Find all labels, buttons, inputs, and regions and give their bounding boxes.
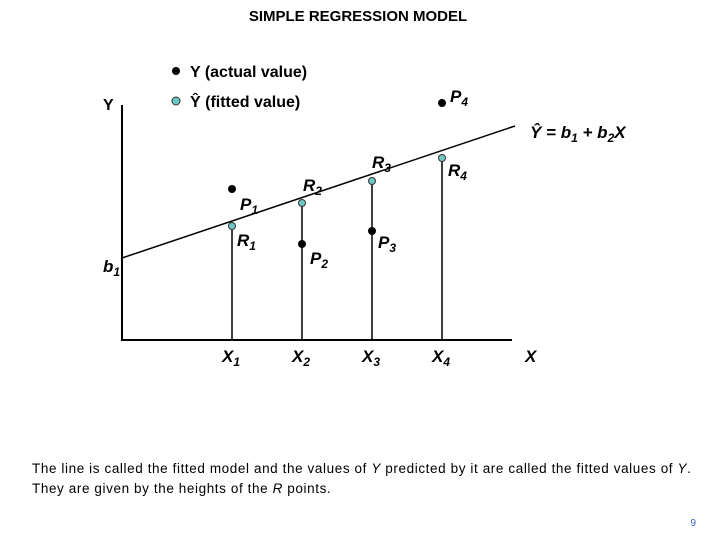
actual-label: P1 xyxy=(240,195,258,217)
actual-label: P2 xyxy=(310,249,328,271)
fitted-label-sub: 4 xyxy=(459,169,467,183)
fitted-line xyxy=(121,125,516,259)
intercept-label: b1 xyxy=(103,257,120,279)
equation: Ŷ = b1 + b2X xyxy=(530,123,627,145)
x-tick-label-base: X xyxy=(221,347,235,366)
fitted-label: R4 xyxy=(448,161,467,183)
legend-fitted-dot xyxy=(171,96,181,106)
legend-actual-dot xyxy=(172,67,180,75)
fitted-point xyxy=(368,177,376,185)
fitted-label: R1 xyxy=(237,231,256,253)
x-tick-label: X4 xyxy=(431,347,450,369)
diagram: SIMPLE REGRESSION MODEL Y (actual value)… xyxy=(103,8,627,369)
caption-text: Y xyxy=(677,461,688,476)
fitted-label-base: R xyxy=(372,153,385,172)
x-tick-label-base: X xyxy=(291,347,305,366)
fitted-label: R2 xyxy=(303,176,322,198)
actual-label-base: P xyxy=(240,195,252,214)
fitted-label-base: R xyxy=(237,231,250,250)
actual-label-sub: 1 xyxy=(251,203,258,217)
x-tick-label-sub: 4 xyxy=(442,355,450,369)
caption-text: . They are given by the heights of the xyxy=(32,461,692,496)
x-tick-label-sub: 1 xyxy=(233,355,240,369)
actual-label: P4 xyxy=(450,87,468,109)
caption-text: R xyxy=(272,481,283,496)
actual-point xyxy=(368,227,376,235)
actual-label-base: P xyxy=(450,87,462,106)
page-number: 9 xyxy=(690,518,696,529)
caption-text: predicted by it are called the fitted va… xyxy=(380,461,678,476)
fitted-label-base: R xyxy=(448,161,461,180)
fitted-label-sub: 1 xyxy=(249,239,256,253)
y-label: Y xyxy=(103,97,114,114)
fitted-point xyxy=(298,199,306,207)
fitted-label-sub: 2 xyxy=(314,184,322,198)
actual-label-sub: 2 xyxy=(320,257,328,271)
legend-fitted: Ŷ (fitted value) xyxy=(190,92,300,111)
actual-label-base: P xyxy=(378,233,390,252)
actual-point xyxy=(228,185,236,193)
legend-actual: Y (actual value) xyxy=(190,64,307,81)
x-tick-label: X3 xyxy=(361,347,380,369)
caption-text: Y xyxy=(371,461,381,476)
fitted-label-base: R xyxy=(303,176,316,195)
x-tick-label-sub: 3 xyxy=(373,355,380,369)
x-tick-label-sub: 2 xyxy=(302,355,310,369)
actual-label-sub: 4 xyxy=(460,95,468,109)
x-tick-label-base: X xyxy=(361,347,375,366)
fitted-label-sub: 3 xyxy=(384,161,391,175)
fitted-point xyxy=(228,222,236,230)
actual-point xyxy=(438,99,446,107)
x-label: X xyxy=(524,347,538,366)
fitted-label: R3 xyxy=(372,153,391,175)
caption: The line is called the fitted model and … xyxy=(32,459,697,499)
caption-text: The line is called the fitted model and … xyxy=(32,461,372,476)
title: SIMPLE REGRESSION MODEL xyxy=(249,8,467,25)
caption-text: points. xyxy=(282,481,332,496)
actual-label-base: P xyxy=(310,249,322,268)
x-tick-label: X1 xyxy=(221,347,240,369)
actual-point xyxy=(298,240,306,248)
fitted-point xyxy=(438,154,446,162)
x-tick-label-base: X xyxy=(431,347,445,366)
actual-label-sub: 3 xyxy=(389,241,396,255)
actual-label: P3 xyxy=(378,233,396,255)
x-tick-label: X2 xyxy=(291,347,310,369)
